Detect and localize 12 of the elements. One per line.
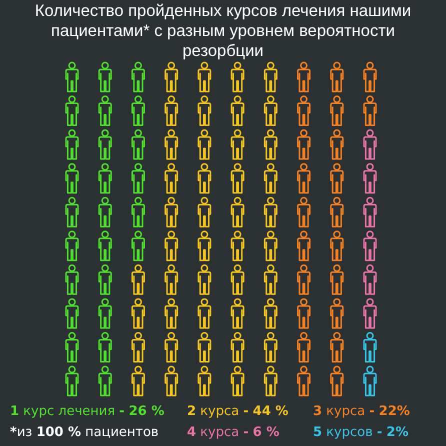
- category-label: 3 курса -: [313, 404, 375, 419]
- category-label: 5 курсов -: [313, 425, 382, 440]
- text: *из 100 % пациентов: [10, 424, 160, 442]
- data-label: 44 %: [252, 404, 288, 419]
- data-label: 26 %: [128, 404, 164, 419]
- category-label: 4 курса -: [187, 425, 249, 440]
- category-label: 1 курс лечения -: [10, 404, 125, 419]
- text: Количество пройденных курсов лечения нашими пациентами* с разным уровнем вероятности резорбции: [34, 1, 412, 61]
- data-label: 6 %: [252, 425, 280, 440]
- data-label: 2%: [386, 425, 408, 440]
- category-label: 2 курса -: [187, 404, 249, 419]
- data-label: 22%: [378, 404, 410, 419]
